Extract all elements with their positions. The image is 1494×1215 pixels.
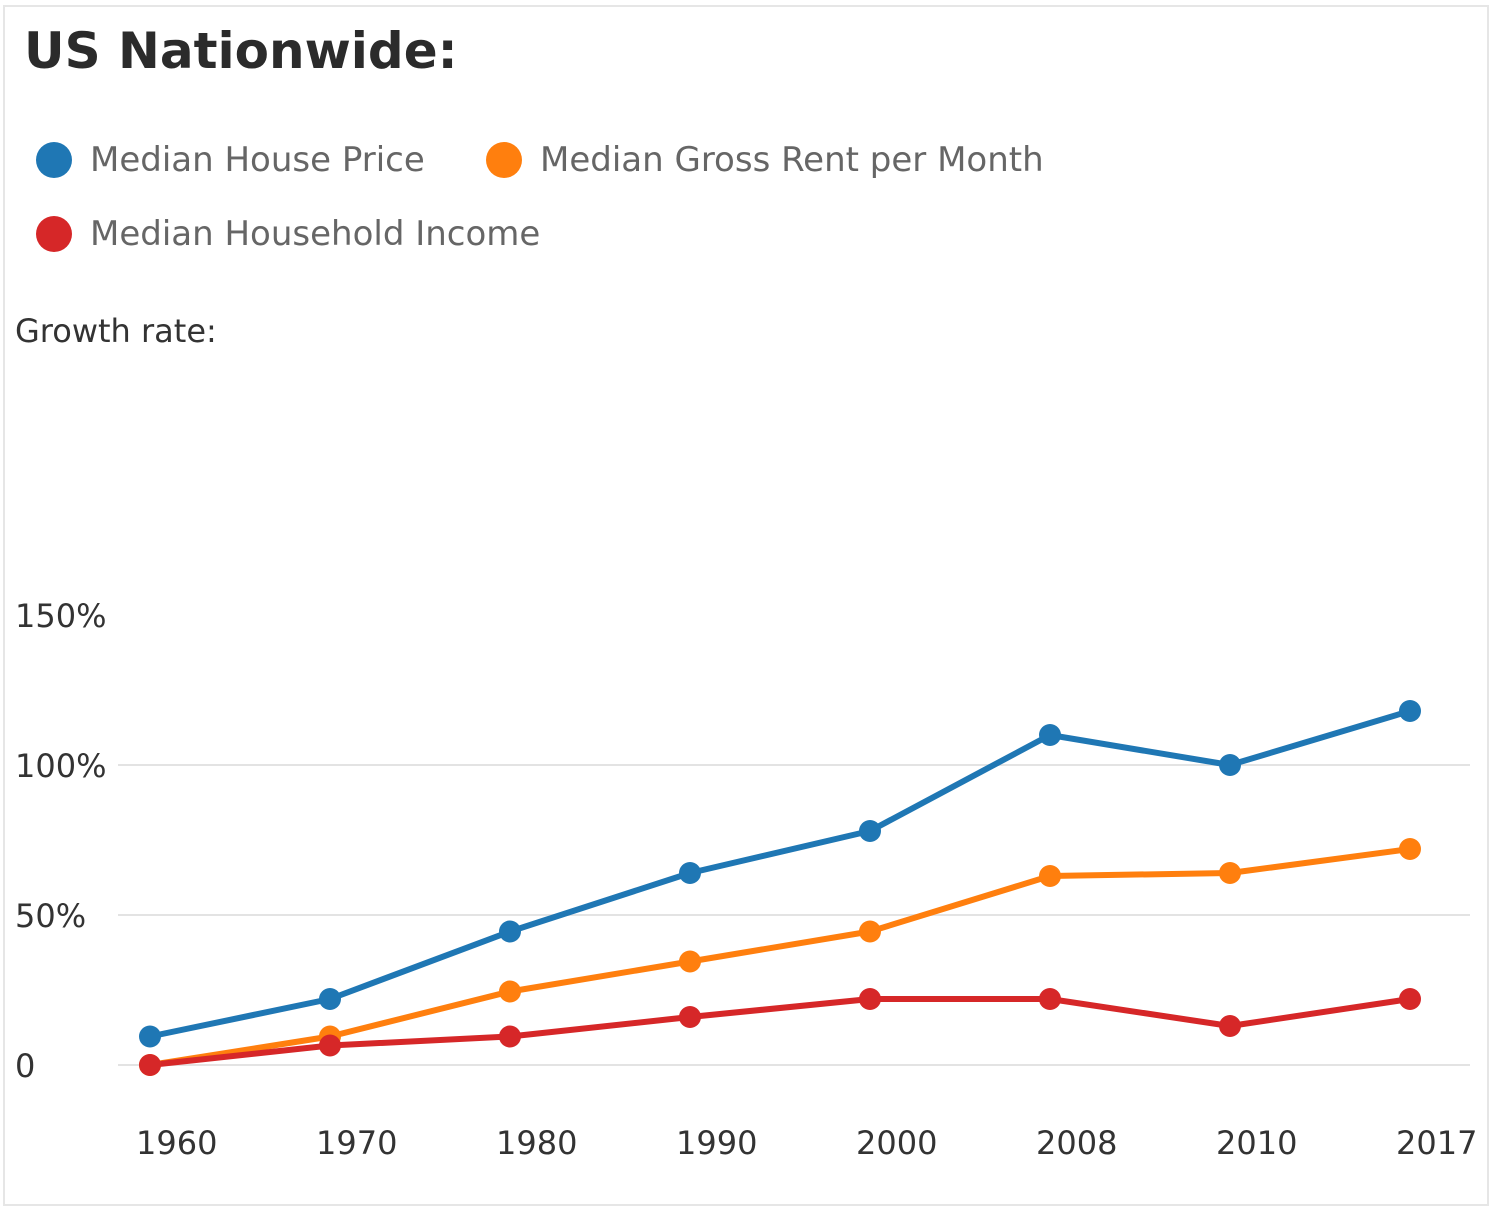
data-point-median-gross-rent-per-month xyxy=(1039,865,1061,887)
data-point-median-household-income xyxy=(1399,988,1421,1010)
data-point-median-house-price xyxy=(319,988,341,1010)
data-point-median-house-price xyxy=(859,820,881,842)
legend-label: Median House Price xyxy=(90,140,425,180)
legend-label: Median Household Income xyxy=(90,214,541,254)
legend-item-house-price[interactable]: Median House Price xyxy=(36,140,425,180)
data-point-median-house-price xyxy=(1219,754,1241,776)
legend-dot-icon xyxy=(36,216,72,252)
data-point-median-house-price xyxy=(1399,700,1421,722)
data-point-median-house-price xyxy=(679,862,701,884)
legend-item-gross-rent[interactable]: Median Gross Rent per Month xyxy=(486,140,1044,180)
x-tick-label: 2000 xyxy=(856,1124,937,1162)
y-tick-label: 50% xyxy=(15,897,86,935)
data-point-median-house-price xyxy=(139,1025,161,1048)
legend-label: Median Gross Rent per Month xyxy=(540,140,1044,180)
data-point-median-household-income xyxy=(1219,1015,1241,1037)
data-point-median-household-income xyxy=(319,1034,341,1057)
data-point-median-gross-rent-per-month xyxy=(1219,862,1241,884)
data-point-median-household-income xyxy=(499,1025,521,1048)
x-tick-label: 1980 xyxy=(496,1124,577,1162)
data-point-median-household-income xyxy=(1039,988,1061,1010)
x-tick-label: 2008 xyxy=(1036,1124,1117,1162)
legend-dot-icon xyxy=(486,142,522,178)
series-line-median-house-price xyxy=(147,708,1413,1040)
legend-item-household-income[interactable]: Median Household Income xyxy=(36,214,540,254)
data-point-median-household-income xyxy=(679,1006,701,1028)
data-point-median-household-income xyxy=(859,988,881,1010)
y-tick-label: 100% xyxy=(15,747,106,785)
data-point-median-house-price xyxy=(1039,724,1061,746)
x-tick-label: 1990 xyxy=(676,1124,757,1162)
data-point-median-gross-rent-per-month xyxy=(679,950,701,973)
y-tick-label: 150% xyxy=(15,597,106,635)
x-tick-label: 2010 xyxy=(1216,1124,1297,1162)
data-point-median-household-income xyxy=(139,1054,161,1076)
x-tick-label: 2017 xyxy=(1396,1124,1477,1162)
y-tick-label: 0 xyxy=(15,1047,35,1085)
series-line-median-household-income xyxy=(147,996,1413,1068)
x-tick-label: 1960 xyxy=(136,1124,217,1162)
legend-dot-icon xyxy=(36,142,72,178)
data-point-median-house-price xyxy=(499,920,521,943)
series-line-median-gross-rent-per-month xyxy=(147,846,1413,1068)
y-axis-label: Growth rate: xyxy=(15,312,217,350)
data-point-median-gross-rent-per-month xyxy=(859,920,881,943)
chart-title: US Nationwide: xyxy=(24,22,458,80)
chart-card xyxy=(3,5,1489,1206)
data-point-median-gross-rent-per-month xyxy=(499,980,521,1003)
data-point-median-gross-rent-per-month xyxy=(1399,838,1421,860)
x-tick-label: 1970 xyxy=(316,1124,397,1162)
